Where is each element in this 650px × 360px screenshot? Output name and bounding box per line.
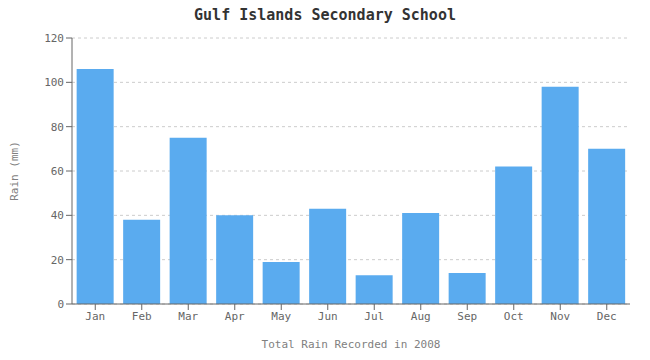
svg-text:Mar: Mar [178, 310, 198, 323]
svg-text:80: 80 [51, 121, 64, 134]
svg-text:60: 60 [51, 165, 64, 178]
svg-text:120: 120 [44, 32, 64, 45]
svg-text:0: 0 [57, 298, 64, 311]
html-text:Gulf Islands Secondary School: Gulf Islands Secondary School [194, 6, 456, 24]
svg-text:Nov: Nov [550, 310, 570, 323]
svg-text:Jul: Jul [364, 310, 384, 323]
svg-text:40: 40 [51, 209, 64, 222]
svg-text:Apr: Apr [225, 310, 245, 323]
svg-text:Dec: Dec [597, 310, 617, 323]
svg-text:May: May [271, 310, 291, 323]
svg-text:Feb: Feb [132, 310, 152, 323]
svg-text:Jan: Jan [85, 310, 105, 323]
svg-text:Jun: Jun [318, 310, 338, 323]
svg-text:Oct: Oct [504, 310, 524, 323]
svg-text:Rain (mm): Rain (mm) [8, 141, 21, 201]
svg-text:Sep: Sep [457, 310, 477, 323]
svg-text:Aug: Aug [411, 310, 431, 323]
svg-text:20: 20 [51, 254, 64, 267]
svg-text:100: 100 [44, 76, 64, 89]
svg-text:Total Rain Recorded in 2008: Total Rain Recorded in 2008 [262, 338, 441, 351]
